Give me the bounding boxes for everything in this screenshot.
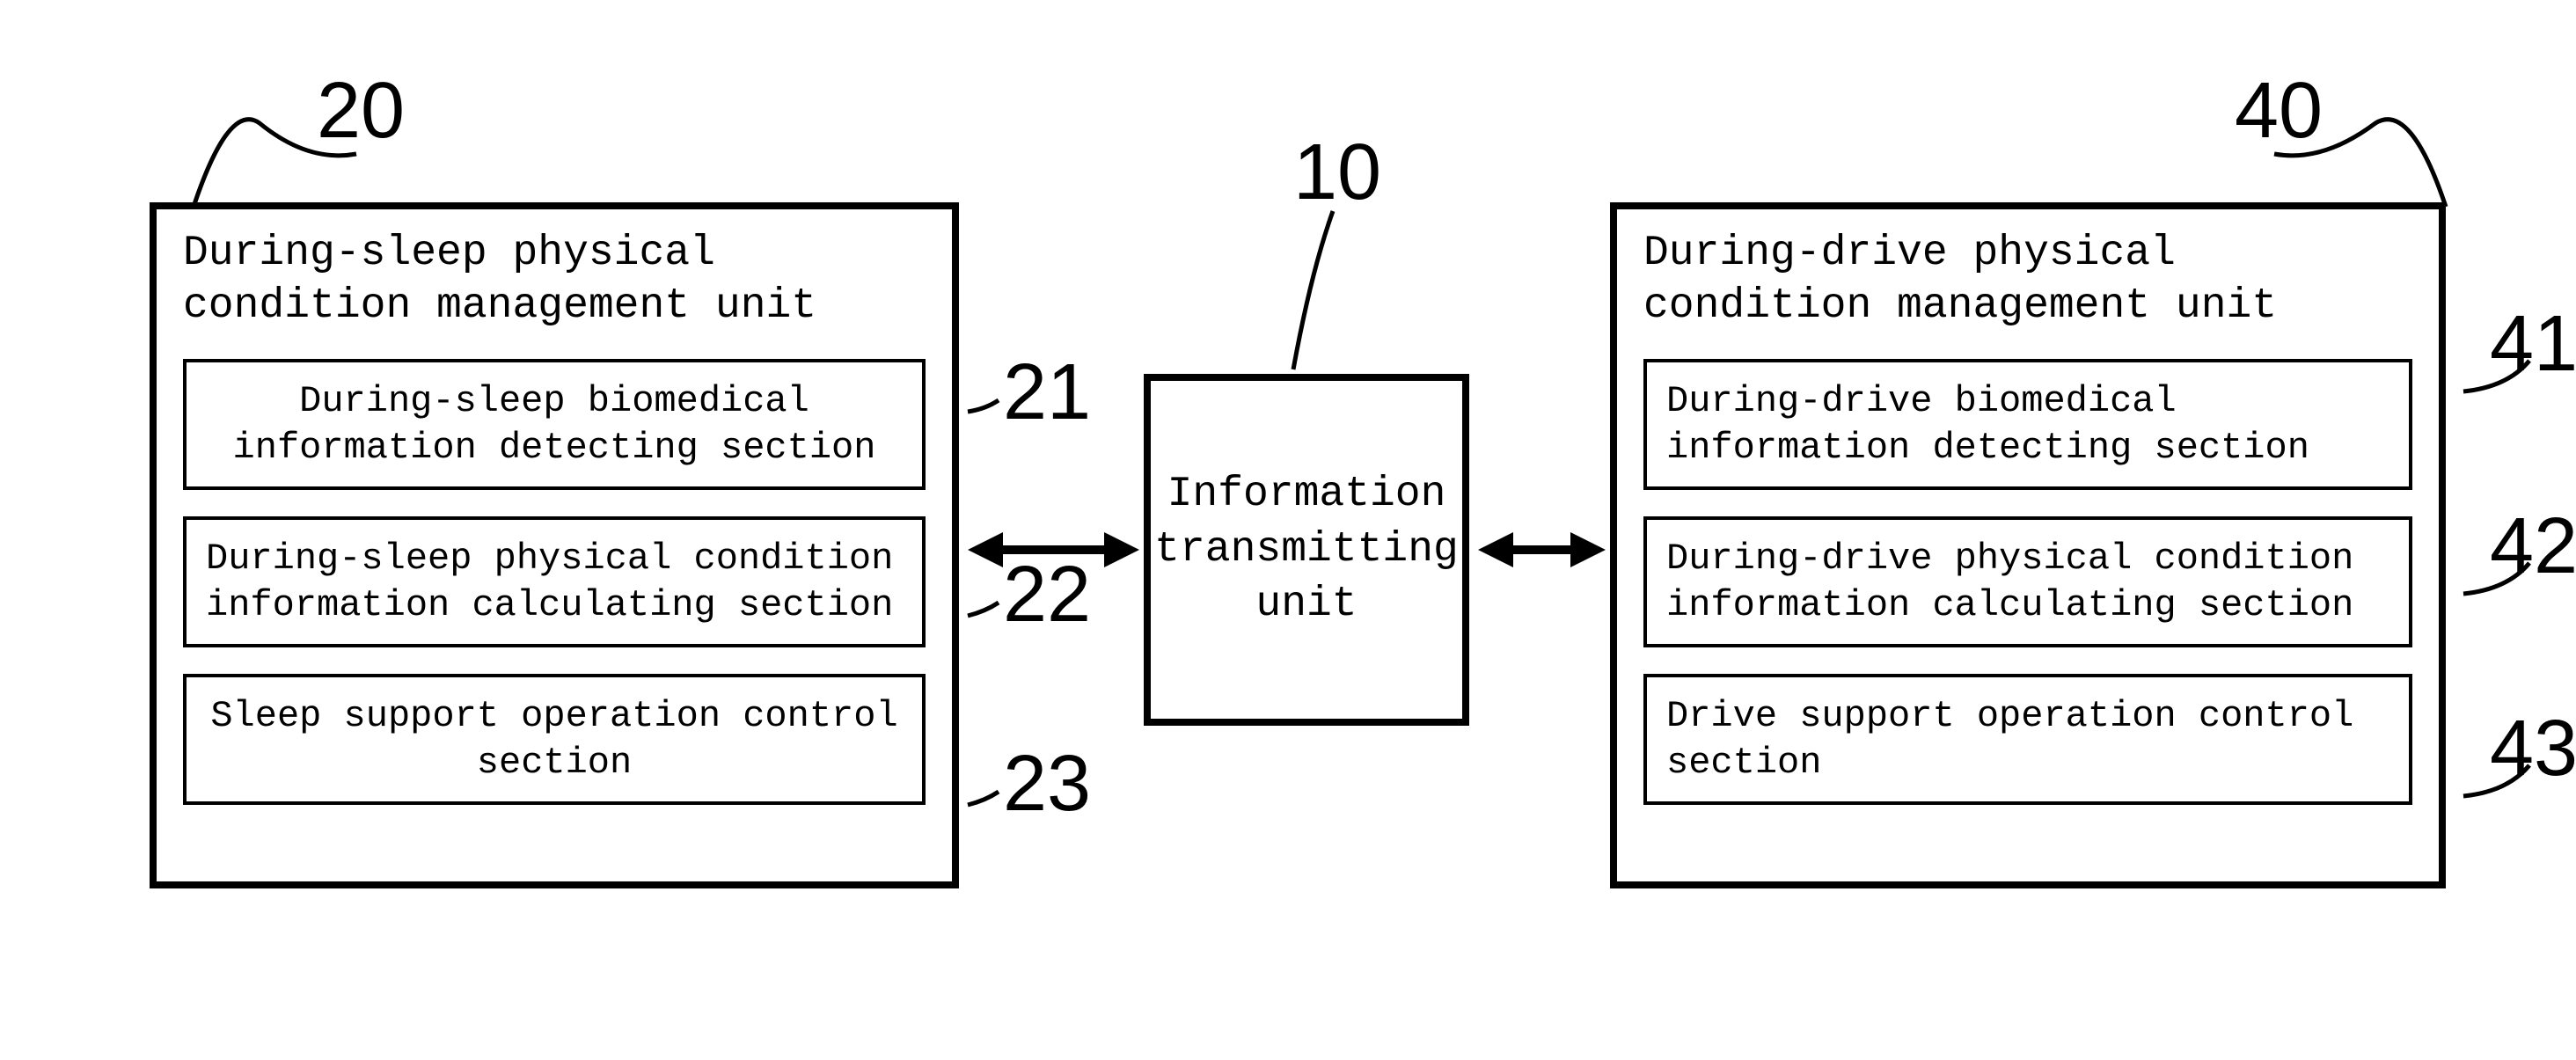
lead-23 bbox=[968, 792, 999, 805]
label-10: 10 bbox=[1293, 128, 1381, 218]
left-unit-title: During-sleep physical condition manageme… bbox=[183, 227, 926, 333]
label-41: 41 bbox=[2490, 299, 2576, 390]
label-23: 23 bbox=[1003, 739, 1091, 830]
section-42: During-drive physical condition informat… bbox=[1643, 516, 2412, 647]
section-22: During-sleep physical condition informat… bbox=[183, 516, 926, 647]
lead-21 bbox=[968, 400, 999, 412]
label-21: 21 bbox=[1003, 347, 1091, 438]
center-unit-text: Information transmitting unit bbox=[1154, 467, 1459, 632]
left-unit-box: During-sleep physical condition manageme… bbox=[150, 202, 959, 888]
diagram-root: During-sleep physical condition manageme… bbox=[35, 35, 2541, 990]
label-42: 42 bbox=[2490, 501, 2576, 592]
right-unit-title: During-drive physical condition manageme… bbox=[1643, 227, 2412, 333]
center-unit-box: Information transmitting unit bbox=[1144, 374, 1469, 726]
label-20: 20 bbox=[317, 66, 405, 157]
label-40: 40 bbox=[2235, 66, 2323, 157]
label-43: 43 bbox=[2490, 704, 2576, 794]
section-41: During-drive biomedical information dete… bbox=[1643, 359, 2412, 490]
section-43: Drive support operation control section bbox=[1643, 674, 2412, 805]
section-21: During-sleep biomedical information dete… bbox=[183, 359, 926, 490]
right-unit-box: During-drive physical condition manageme… bbox=[1610, 202, 2446, 888]
label-22: 22 bbox=[1003, 550, 1091, 640]
section-23: Sleep support operation control section bbox=[183, 674, 926, 805]
lead-22 bbox=[968, 603, 999, 616]
lead-10 bbox=[1293, 211, 1333, 369]
arrow-center-right bbox=[1478, 532, 1606, 567]
